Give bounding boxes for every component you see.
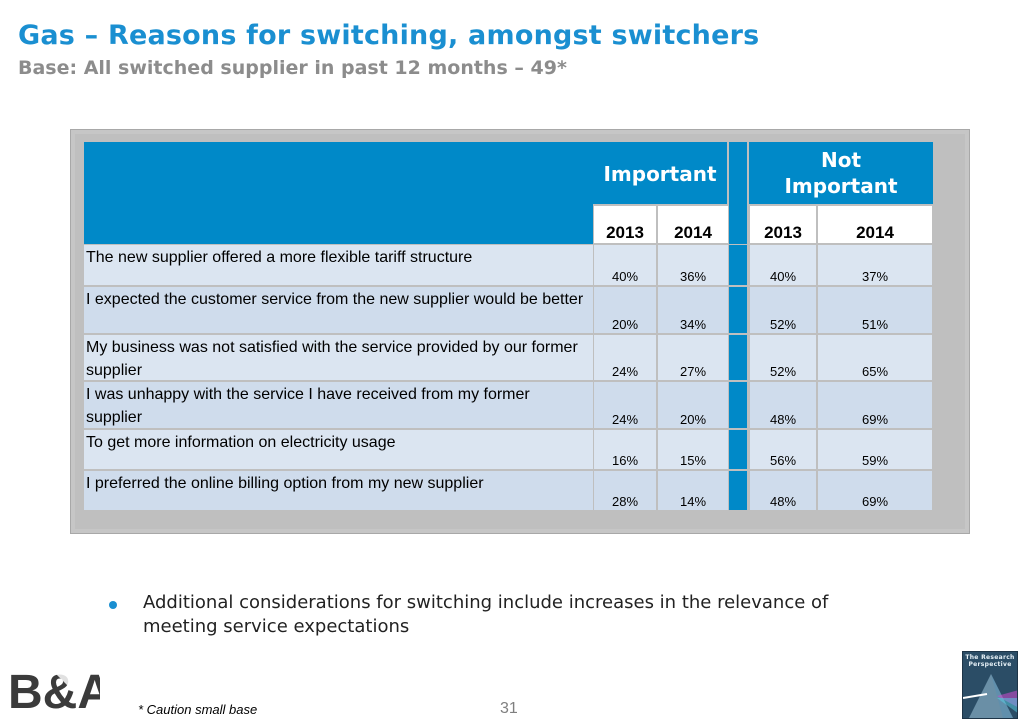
page-number: 31 bbox=[500, 700, 518, 717]
table-value-cell: 69% bbox=[818, 471, 932, 510]
table-value-cell: 14% bbox=[658, 471, 728, 510]
table-row-label-cell: I was unhappy with the service I have re… bbox=[84, 382, 593, 428]
value-text: 28% bbox=[611, 494, 639, 509]
value-text: 52% bbox=[769, 317, 797, 332]
table-value-cell: 34% bbox=[658, 287, 728, 333]
row-label: The new supplier offered a more flexible… bbox=[86, 249, 473, 266]
value-text: 36% bbox=[679, 269, 707, 284]
value-text: 69% bbox=[861, 494, 889, 509]
page-title: Gas – Reasons for switching, amongst swi… bbox=[18, 20, 760, 51]
value-text: 14% bbox=[679, 494, 707, 509]
table-value-cell: 52% bbox=[750, 335, 816, 380]
table-value-cell: 69% bbox=[818, 382, 932, 428]
bullet-text: Additional considerations for switching … bbox=[143, 592, 829, 637]
important-header-label: Important bbox=[603, 162, 717, 186]
value-text: 48% bbox=[769, 494, 797, 509]
year-header-1: 2014 bbox=[658, 206, 728, 243]
table-value-cell: 56% bbox=[750, 430, 816, 469]
spacer-cell bbox=[729, 245, 747, 285]
row-label: I expected the customer service from the… bbox=[86, 291, 584, 308]
table-value-cell: 15% bbox=[658, 430, 728, 469]
table-value-cell: 27% bbox=[658, 335, 728, 380]
year-header-2: 2013 bbox=[750, 206, 816, 243]
year-label: 2014 bbox=[674, 223, 712, 242]
table-value-cell: 59% bbox=[818, 430, 932, 469]
table-row-label-cell: I expected the customer service from the… bbox=[84, 287, 593, 333]
page-subtitle: Base: All switched supplier in past 12 m… bbox=[18, 57, 567, 79]
footnote: * Caution small base bbox=[138, 702, 258, 717]
table-row-label-cell: My business was not satisfied with the s… bbox=[84, 335, 593, 380]
value-text: 16% bbox=[611, 453, 639, 468]
value-text: 20% bbox=[611, 317, 639, 332]
year-label: 2014 bbox=[856, 223, 894, 242]
value-text: 52% bbox=[769, 364, 797, 379]
ba-logo: B&A bbox=[8, 666, 100, 714]
table-value-cell: 48% bbox=[750, 471, 816, 510]
value-text: 48% bbox=[769, 412, 797, 427]
value-text: 34% bbox=[679, 317, 707, 332]
value-text: 56% bbox=[769, 453, 797, 468]
not-important-header: Not Important bbox=[749, 142, 933, 204]
important-header: Important bbox=[593, 142, 727, 204]
spacer-cell bbox=[729, 287, 747, 333]
table-row-label-cell: The new supplier offered a more flexible… bbox=[84, 245, 593, 285]
spacer-cell bbox=[729, 382, 747, 428]
table-value-cell: 24% bbox=[594, 382, 656, 428]
spacer-cell bbox=[729, 430, 747, 469]
row-label: I preferred the online billing option fr… bbox=[86, 475, 484, 492]
value-text: 65% bbox=[861, 364, 889, 379]
row-label: I was unhappy with the service I have re… bbox=[86, 386, 530, 426]
value-text: 27% bbox=[679, 364, 707, 379]
table-value-cell: 40% bbox=[750, 245, 816, 285]
value-text: 59% bbox=[861, 453, 889, 468]
value-text: 37% bbox=[861, 269, 889, 284]
table-value-cell: 40% bbox=[594, 245, 656, 285]
value-text: 24% bbox=[611, 364, 639, 379]
year-label: 2013 bbox=[764, 223, 802, 242]
research-perspective-logo: The Research Perspective bbox=[962, 651, 1018, 719]
year-label: 2013 bbox=[606, 223, 644, 242]
value-text: 24% bbox=[611, 412, 639, 427]
row-label: My business was not satisfied with the s… bbox=[86, 339, 578, 379]
table-value-cell: 16% bbox=[594, 430, 656, 469]
table-value-cell: 65% bbox=[818, 335, 932, 380]
table-value-cell: 52% bbox=[750, 287, 816, 333]
spacer-header bbox=[729, 142, 747, 204]
value-text: 15% bbox=[679, 453, 707, 468]
value-text: 51% bbox=[861, 317, 889, 332]
not-important-header-label: Not Important bbox=[784, 148, 898, 198]
research-perspective-logo-text: The Research Perspective bbox=[965, 654, 1015, 668]
table-row-label-cell: I preferred the online billing option fr… bbox=[84, 471, 593, 510]
row-label: To get more information on electricity u… bbox=[86, 434, 396, 451]
spacer-year bbox=[729, 204, 747, 244]
table-value-cell: 48% bbox=[750, 382, 816, 428]
prism-icon bbox=[963, 674, 1017, 718]
year-header-0: 2013 bbox=[594, 206, 656, 243]
spacer-cell bbox=[729, 471, 747, 510]
table-value-cell: 20% bbox=[658, 382, 728, 428]
value-text: 40% bbox=[611, 269, 639, 284]
value-text: 20% bbox=[679, 412, 707, 427]
svg-text:B&A: B&A bbox=[8, 666, 100, 714]
table-value-cell: 51% bbox=[818, 287, 932, 333]
table-value-cell: 28% bbox=[594, 471, 656, 510]
bullet-icon bbox=[109, 601, 117, 609]
spacer-cell bbox=[729, 335, 747, 380]
value-text: 69% bbox=[861, 412, 889, 427]
table-value-cell: 36% bbox=[658, 245, 728, 285]
value-text: 40% bbox=[769, 269, 797, 284]
table-header-blank bbox=[84, 142, 593, 244]
year-header-3: 2014 bbox=[818, 206, 932, 243]
table-value-cell: 24% bbox=[594, 335, 656, 380]
table-row-label-cell: To get more information on electricity u… bbox=[84, 430, 593, 469]
table-value-cell: 37% bbox=[818, 245, 932, 285]
table-value-cell: 20% bbox=[594, 287, 656, 333]
